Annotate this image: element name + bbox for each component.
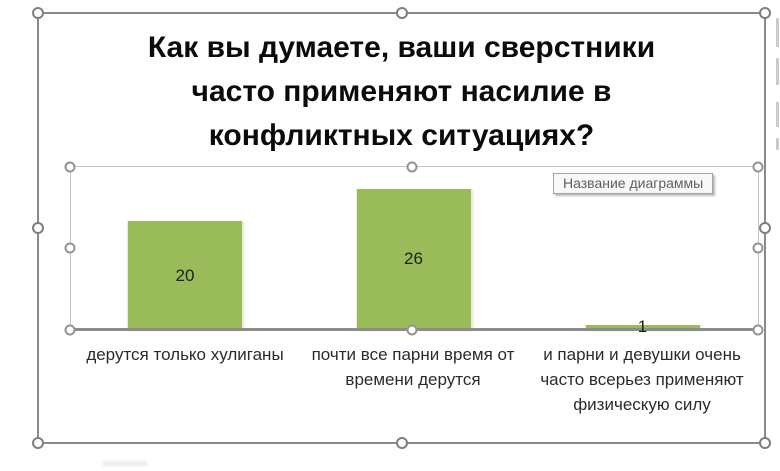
bar-category-3[interactable] (584, 324, 701, 330)
data-label[interactable]: 20 (175, 265, 195, 285)
selection-handle-outer-middle-right[interactable] (759, 222, 771, 234)
data-label[interactable]: 1 (637, 317, 648, 337)
selection-handle-plot-top-right[interactable] (752, 161, 764, 173)
tooltip-text: Название диаграммы (563, 175, 704, 191)
selection-handle-outer-bottom-left[interactable] (32, 437, 44, 449)
selection-handle-plot-bottom-right[interactable] (752, 324, 764, 336)
selection-handle-plot-top-middle[interactable] (406, 161, 418, 173)
selection-handle-plot-top-left[interactable] (64, 161, 76, 173)
data-label[interactable]: 26 (404, 249, 423, 269)
category-axis-label[interactable]: дерутся только хулиганы (86, 345, 284, 364)
page-edge-artifact (103, 461, 147, 466)
selection-handle-plot-bottom-middle[interactable] (406, 324, 418, 336)
clipped-object-fragment (776, 58, 779, 85)
chart-title-tooltip: Название диаграммы (553, 173, 714, 194)
clipped-object-fragment (776, 18, 779, 47)
bar-category-2[interactable] (355, 188, 472, 330)
chart-title-line: часто применяют насилие в (191, 75, 612, 108)
selection-handle-outer-bottom-middle[interactable] (396, 437, 408, 449)
selection-handle-outer-middle-left[interactable] (32, 222, 44, 234)
chart-title[interactable]: Как вы думаете, ваши сверстники часто пр… (38, 26, 765, 158)
category-axis-label[interactable]: и парни и девушки очень часто всерьез пр… (540, 345, 744, 414)
chart-title-line: конфликтных ситуациях? (208, 119, 595, 152)
selection-handle-plot-middle-left[interactable] (64, 242, 76, 254)
chart-title-line: Как вы думаете, ваши сверстники (147, 31, 656, 64)
selection-handle-outer-bottom-right[interactable] (759, 437, 771, 449)
selection-handle-outer-top-right[interactable] (759, 7, 771, 19)
clipped-object-fragment (776, 138, 779, 150)
selection-handle-plot-bottom-left[interactable] (64, 324, 76, 336)
selection-handle-plot-middle-right[interactable] (752, 242, 764, 254)
bar-category-1[interactable] (127, 221, 243, 330)
selection-handle-outer-top-middle[interactable] (396, 7, 408, 19)
selection-handle-outer-top-left[interactable] (32, 7, 44, 19)
clipped-object-fragment (776, 102, 779, 127)
category-axis-label[interactable]: почти все парни время от времени дерутся (311, 345, 515, 389)
